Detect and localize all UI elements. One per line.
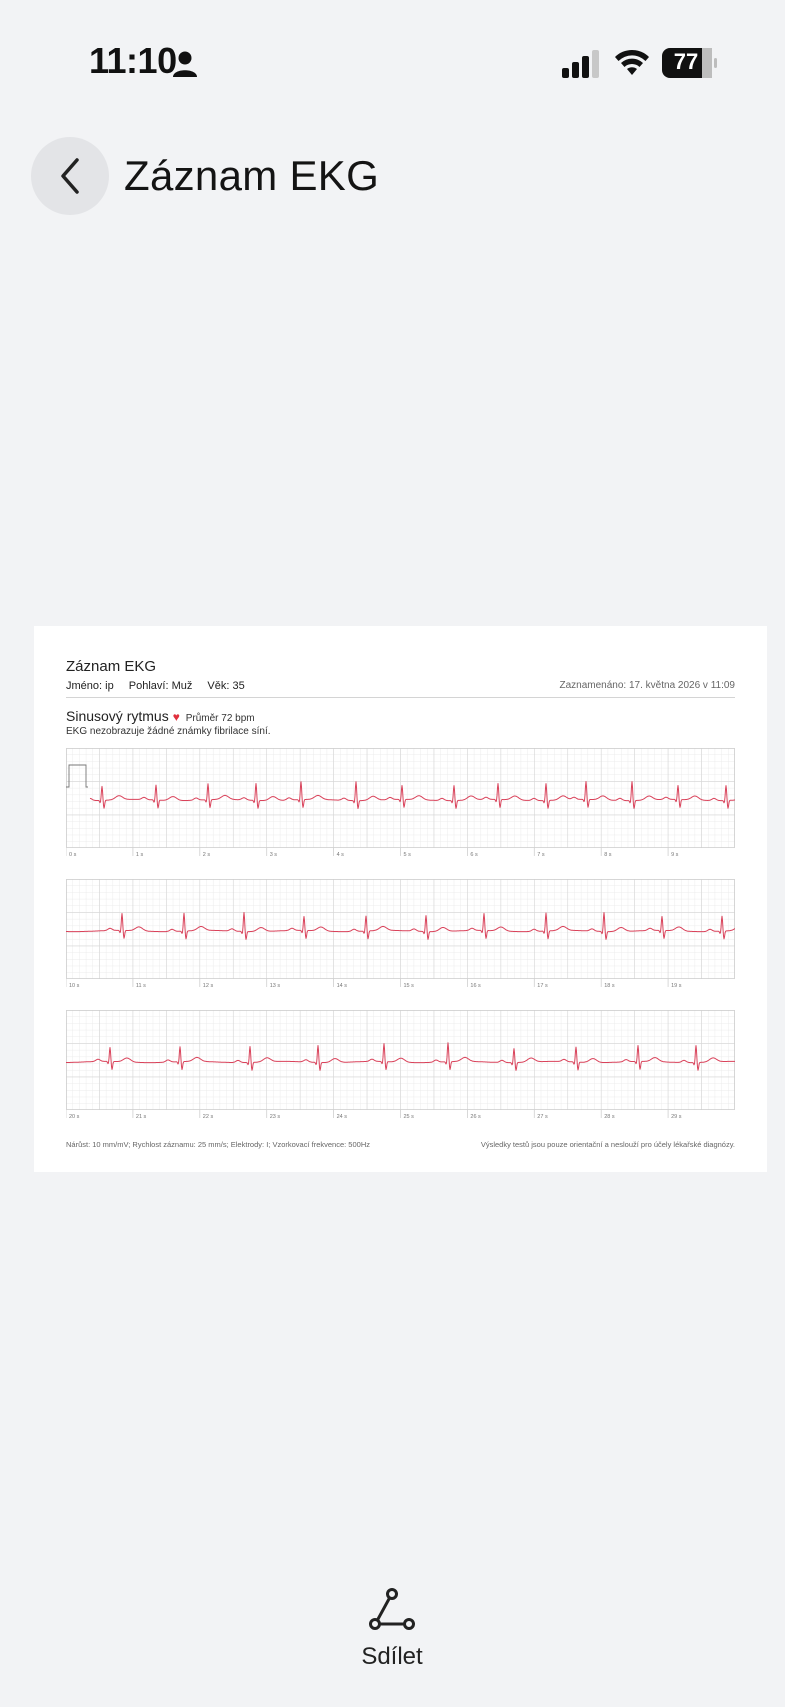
average-bpm: Průměr 72 bpm [185, 713, 255, 724]
tick-label: 7 s [537, 852, 545, 858]
tick-label: 28 s [604, 1114, 615, 1120]
wifi-icon [615, 49, 649, 75]
tick-label: 22 s [203, 1114, 214, 1120]
calibration-pulse [66, 764, 88, 788]
tick-label: 3 s [270, 852, 278, 858]
rhythm-label: Sinusový rytmus [66, 708, 169, 724]
share-label: Sdílet [361, 1643, 423, 1670]
strip-border [66, 1010, 735, 1110]
tick-label: 1 s [136, 852, 144, 858]
tick-label: 26 s [470, 1114, 481, 1120]
battery-level: 77 [673, 49, 699, 74]
heart-icon: ♥ [172, 710, 180, 724]
chevron-left-icon [61, 158, 79, 194]
patient-info: Jméno: ip Pohlaví: Muž Věk: 35 [66, 680, 257, 692]
recording-parameters: Nárůst: 10 mm/mV; Rychlost záznamu: 25 m… [66, 1140, 370, 1149]
ecg-trace [66, 912, 735, 940]
tick-label: 27 s [537, 1114, 548, 1120]
tick-label: 16 s [470, 983, 481, 989]
ecg-strip-3: 20 s 21 s 22 s 23 s 24 s 25 s 26 s 27 s 28 s 29 s [66, 1010, 735, 1120]
tick-label: 21 s [136, 1114, 147, 1120]
tick-label: 6 s [470, 852, 478, 858]
report-title: Záznam EKG [66, 658, 157, 675]
ecg-report: Záznam EKG Jméno: ip Pohlaví: Muž Věk: 3… [34, 626, 767, 1172]
tick-label: 13 s [270, 983, 281, 989]
tick-label: 2 s [203, 852, 211, 858]
tick-label: 25 s [404, 1114, 415, 1120]
divider [66, 697, 735, 698]
tick-label: 23 s [270, 1114, 281, 1120]
ecg-strip-1: 0 s 1 s 2 s 3 s 4 s 5 s 6 s 7 s 8 s 9 s [66, 748, 735, 858]
ecg-trace [66, 1042, 735, 1071]
patient-age: Věk: 35 [207, 680, 245, 692]
tick-label: 10 s [69, 983, 80, 989]
cellular-signal-icon [562, 50, 599, 78]
rhythm-description: EKG nezobrazuje žádné známky fibrilace s… [66, 726, 271, 737]
rhythm-row: Sinusový rytmus ♥ Průměr 72 bpm [66, 708, 255, 724]
tick-label: 8 s [604, 852, 612, 858]
tick-label: 29 s [671, 1114, 682, 1120]
patient-gender: Pohlaví: Muž [128, 680, 193, 692]
tick-label: 4 s [337, 852, 345, 858]
status-bar: 11:10 77 [0, 0, 785, 126]
tick-label: 12 s [203, 983, 214, 989]
recorded-date: Zaznamenáno: 17. května 2026 v 11:09 [559, 680, 736, 691]
tick-label: 5 s [404, 852, 412, 858]
tick-label: 17 s [537, 983, 548, 989]
tick-label: 9 s [671, 852, 679, 858]
tick-label: 18 s [604, 983, 615, 989]
tick-label: 0 s [69, 852, 77, 858]
ecg-strip-2: 10 s 11 s 12 s 13 s 14 s 15 s 16 s 17 s 18 s 19 s [66, 879, 735, 989]
tick-label: 19 s [671, 983, 682, 989]
person-icon [173, 51, 197, 77]
status-time: 11:10 [89, 40, 177, 81]
share-button[interactable]: Sdílet [342, 1580, 442, 1680]
battery-icon [662, 48, 717, 78]
tick-label: 20 s [69, 1114, 80, 1120]
tick-label: 24 s [337, 1114, 348, 1120]
disclaimer: Výsledky testů jsou pouze orientační a n… [480, 1140, 735, 1149]
grid-major [66, 879, 735, 979]
grid-major [66, 1010, 735, 1110]
strip-border [66, 748, 735, 848]
tick-label: 11 s [136, 983, 146, 989]
tick-label: 15 s [404, 983, 415, 989]
share-icon [369, 1588, 415, 1630]
patient-name: Jméno: ip [66, 680, 114, 692]
tick-label: 14 s [337, 983, 348, 989]
page-title: Záznam EKG [124, 152, 380, 199]
back-button[interactable] [31, 137, 109, 215]
ecg-trace [89, 781, 735, 809]
